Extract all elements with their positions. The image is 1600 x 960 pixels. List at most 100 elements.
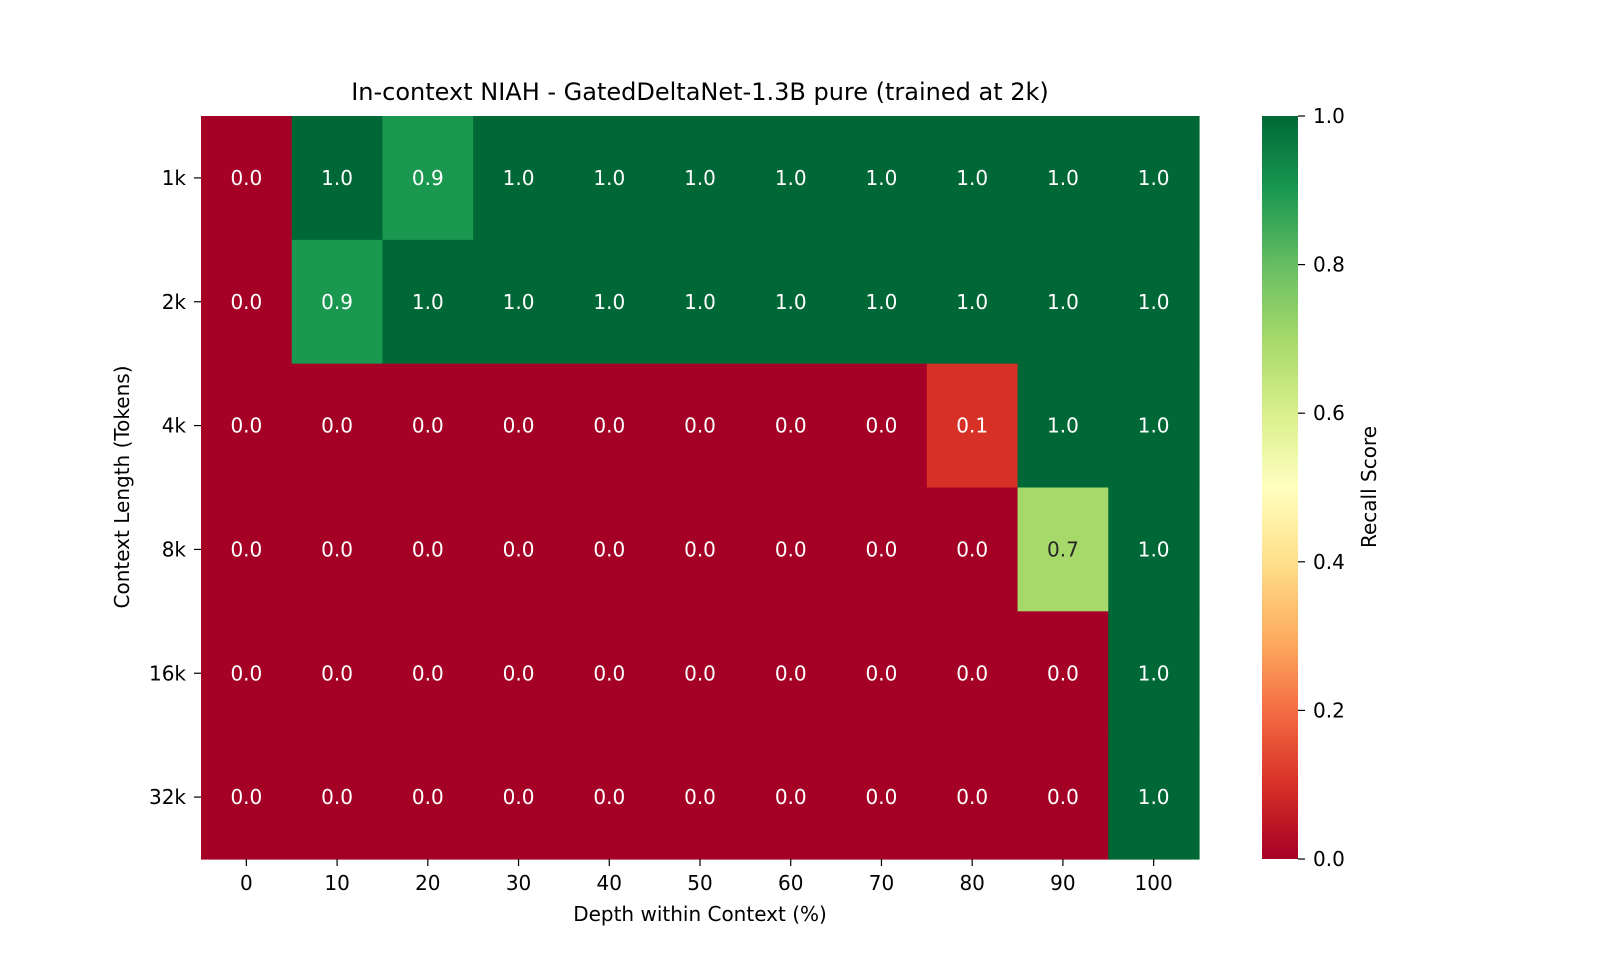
cell-value-label: 1.0 — [1047, 166, 1079, 190]
cell-value-label: 1.0 — [321, 166, 353, 190]
heatmap-cell — [563, 363, 656, 489]
heatmap-cell — [382, 487, 474, 612]
cell-value-label: 0.0 — [503, 414, 535, 438]
heatmap-cell — [563, 611, 656, 736]
heatmap-cell — [201, 735, 293, 860]
cell-value-label: 1.0 — [412, 290, 444, 314]
cell-value-label: 0.0 — [1047, 661, 1079, 685]
heatmap-cell — [201, 611, 293, 736]
cell-value-label: 0.0 — [593, 661, 625, 685]
heatmap-cell — [563, 487, 656, 612]
cell-value-label: 1.0 — [1138, 166, 1170, 190]
cell-value-label: 1.0 — [1138, 661, 1170, 685]
heatmap-cell — [926, 735, 1019, 860]
heatmap-cell — [382, 611, 474, 736]
cell-value-label: 0.0 — [593, 414, 625, 438]
heatmap-cell — [836, 116, 928, 241]
heatmap-cell — [382, 363, 474, 489]
heatmap-cell — [1108, 363, 1200, 489]
heatmap-cell — [382, 735, 474, 860]
heatmap-cell — [836, 611, 928, 736]
heatmap-cell — [836, 487, 928, 612]
colorbar-tick-label: 0.6 — [1313, 401, 1345, 425]
cell-value-label: 0.0 — [230, 414, 262, 438]
cell-value-label: 0.0 — [1047, 785, 1079, 809]
heatmap-cell — [473, 735, 565, 860]
colorbar-tick-label: 1.0 — [1313, 104, 1345, 128]
x-tick-label: 60 — [778, 871, 803, 895]
heatmap-cell — [926, 363, 1019, 489]
cell-value-label: 0.0 — [230, 166, 262, 190]
cell-value-label: 1.0 — [593, 166, 625, 190]
colorbar-tick-label: 0.0 — [1313, 847, 1345, 871]
colorbar-ticks: 0.0 0.2 0.4 0.6 0.8 1.0 — [1298, 104, 1345, 871]
cell-value-label: 1.0 — [684, 166, 716, 190]
cell-value-label: 0.0 — [230, 661, 262, 685]
x-tick-label: 80 — [959, 871, 984, 895]
heatmap-cell — [473, 116, 565, 241]
heatmap-cell — [654, 116, 746, 241]
heatmap-cell — [836, 363, 928, 489]
cell-value-label: 0.0 — [230, 290, 262, 314]
cell-value-label: 0.9 — [412, 166, 444, 190]
cell-value-label: 0.9 — [321, 290, 353, 314]
heatmap-cell — [926, 487, 1019, 612]
heatmap-cell — [654, 363, 746, 489]
heatmap-cell — [745, 116, 837, 241]
cell-value-label: 0.0 — [866, 537, 898, 561]
cell-value-label: 0.0 — [775, 414, 807, 438]
heatmap-cell-labels: 0.0 1.0 0.9 1.0 1.0 1.0 1.0 1.0 1.0 1.0 1.0 0.0 0.9 1… — [230, 166, 1169, 809]
y-tick-label: 4k — [162, 414, 187, 438]
cell-value-label: 0.0 — [684, 785, 716, 809]
cell-value-label: 1.0 — [866, 290, 898, 314]
y-tick-label: 16k — [149, 661, 186, 685]
cell-value-label: 0.0 — [412, 537, 444, 561]
cell-value-label: 0.0 — [866, 414, 898, 438]
cell-value-label: 1.0 — [1047, 290, 1079, 314]
cell-value-label: 0.0 — [412, 661, 444, 685]
heatmap-cell — [1108, 735, 1200, 860]
cell-value-label: 1.0 — [866, 166, 898, 190]
heatmap-cell — [473, 239, 565, 365]
cell-value-label: 0.0 — [956, 537, 988, 561]
heatmap-cell — [1017, 116, 1109, 241]
cell-value-label: 1.0 — [775, 166, 807, 190]
cell-value-label: 0.0 — [684, 537, 716, 561]
cell-value-label: 1.0 — [1138, 785, 1170, 809]
cell-value-label: 1.0 — [956, 166, 988, 190]
colorbar-label: Recall Score — [1357, 426, 1381, 548]
y-tick-label: 8k — [162, 537, 187, 561]
heatmap-cell — [926, 611, 1019, 736]
cell-value-label: 0.0 — [321, 537, 353, 561]
heatmap-cell — [1108, 239, 1200, 365]
cell-value-label: 1.0 — [1047, 414, 1079, 438]
heatmap-cell — [1017, 239, 1109, 365]
heatmap-cell — [201, 116, 293, 241]
heatmap-cell — [382, 239, 474, 365]
heatmap-cell — [654, 487, 746, 612]
heatmap-cell — [201, 487, 293, 612]
colorbar-tick-label: 0.4 — [1313, 550, 1345, 574]
heatmap-cell — [745, 735, 837, 860]
y-axis-ticks: 1k 2k 4k 8k 16k 32k — [149, 166, 201, 809]
heatmap-cell — [745, 239, 837, 365]
x-tick-label: 90 — [1050, 871, 1075, 895]
cell-value-label: 0.0 — [956, 661, 988, 685]
heatmap-cell — [1017, 611, 1109, 736]
cell-value-label: 1.0 — [503, 166, 535, 190]
cell-value-label: 1.0 — [684, 290, 716, 314]
heatmap-cell — [563, 116, 656, 241]
x-tick-label: 10 — [324, 871, 349, 895]
heatmap-cell — [1108, 487, 1200, 612]
heatmap-cell — [291, 487, 384, 612]
cell-value-label: 0.0 — [684, 661, 716, 685]
heatmap-cell — [836, 239, 928, 365]
x-axis-label: Depth within Context (%) — [573, 902, 827, 926]
heatmap-cell — [473, 487, 565, 612]
heatmap-cell — [473, 611, 565, 736]
heatmap-cell — [201, 363, 293, 489]
heatmap-cell — [291, 735, 384, 860]
cell-value-label: 0.0 — [412, 414, 444, 438]
cell-value-label: 0.0 — [503, 661, 535, 685]
